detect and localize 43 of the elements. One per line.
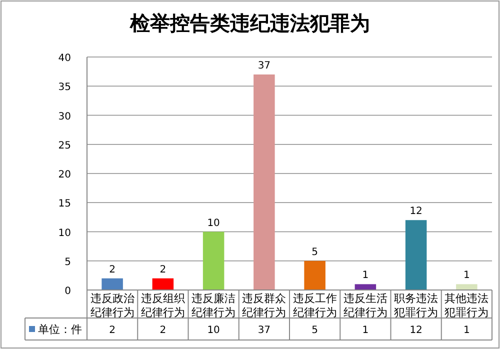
value-label: 37: [258, 60, 271, 72]
bar: [354, 284, 376, 290]
x-tick-label: 违反廉洁纪律行为: [192, 292, 236, 319]
y-tick-label: 10: [58, 228, 71, 239]
data-label: 12: [410, 325, 422, 336]
legend-label: 单位：件: [38, 323, 82, 336]
x-tick-label: 违反政治纪律行为: [90, 292, 134, 319]
data-label: 2: [160, 325, 166, 336]
value-label: 1: [362, 270, 369, 282]
y-tick-label: 15: [58, 198, 71, 210]
data-label: 2: [109, 325, 116, 336]
y-tick-label: 5: [64, 256, 71, 268]
value-label: 10: [207, 218, 220, 229]
data-label: 1: [362, 325, 369, 336]
value-label: 2: [160, 264, 166, 276]
x-tick-label: 职务违法犯罪行为: [394, 292, 438, 319]
bar: [202, 232, 224, 290]
x-tick-label: 违反群众纪律行为: [242, 292, 286, 319]
chart-title: 检举控告类违纪违法犯罪为: [129, 11, 370, 35]
y-tick-label: 35: [58, 82, 71, 94]
bar: [152, 278, 174, 290]
bar: [456, 284, 478, 290]
x-tick-label: 违反工作纪律行为: [292, 292, 337, 319]
y-tick-label: 25: [58, 140, 71, 152]
data-label: 10: [207, 325, 220, 336]
x-tick-label: 违反组织纪律行为: [140, 292, 185, 319]
value-label: 2: [109, 264, 116, 276]
data-label: 1: [464, 325, 470, 336]
y-tick-label: 30: [58, 111, 71, 122]
data-label: 5: [312, 325, 318, 336]
bar: [405, 220, 427, 290]
y-tick-label: 20: [58, 170, 71, 180]
x-tick-label: 其他违法犯罪行为: [444, 292, 489, 319]
x-tick-label: 违反生活纪律行为: [343, 292, 388, 319]
value-label: 5: [312, 246, 318, 258]
value-label: 1: [464, 270, 470, 282]
bar: [254, 74, 275, 290]
bar: [304, 260, 326, 290]
bar: [102, 278, 123, 290]
data-label: 37: [258, 325, 271, 336]
y-tick-label: 0: [64, 286, 71, 297]
value-label: 12: [410, 206, 422, 218]
y-tick-label: 40: [58, 53, 71, 64]
